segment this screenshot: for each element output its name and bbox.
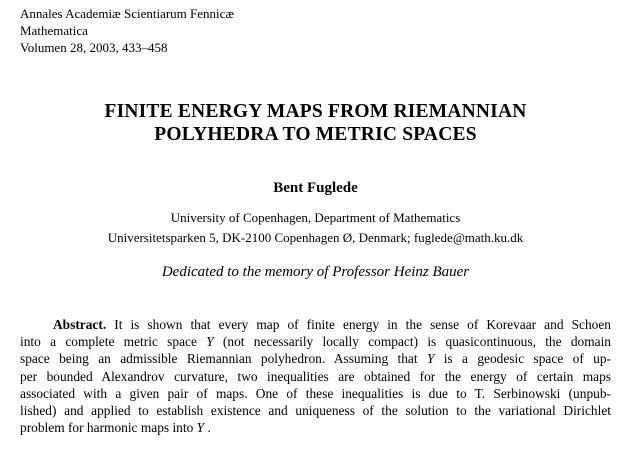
author-name: Bent Fuglede (273, 180, 358, 196)
journal-header: Annales Academiæ Scientiarum Fennicæ Mat… (20, 5, 234, 56)
abstract-line: problem for harmonic maps into Y . (20, 419, 611, 436)
title-line-1: FINITE ENERGY MAPS FROM RIEMANNIAN (104, 101, 527, 122)
abstract-line: per bounded Alexandrov curvature, two in… (20, 368, 611, 384)
abstract-line: space being an admissible Riemannian pol… (20, 350, 611, 367)
dedication: Dedicated to the memory of Professor Hei… (161, 264, 470, 280)
abstract-label: Abstract. (53, 317, 107, 332)
math-symbol: Y (426, 351, 435, 367)
math-symbol: Y (196, 420, 205, 436)
abstract-text: into a complete metric space (20, 334, 207, 350)
abstract-line: associated with a given pair of maps. On… (20, 385, 611, 401)
affiliation-line-2: Universitetsparken 5, DK-2100 Copenhagen… (107, 230, 524, 245)
abstract-line: Abstract. It is shown that every map of … (20, 316, 611, 333)
title-line-2: POLYHEDRA TO METRIC SPACES (154, 124, 477, 145)
abstract-text: . (204, 420, 211, 436)
abstract-line: into a complete metric space Y (not nece… (20, 333, 611, 350)
paper-title: FINITE ENERGY MAPS FROM RIEMANNIAN POLYH… (0, 100, 631, 146)
affiliation-line-1: University of Copenhagen, Department of … (170, 210, 461, 225)
affiliation: University of Copenhagen, Department of … (0, 208, 631, 248)
abstract-text: problem for harmonic maps into (20, 420, 197, 436)
abstract-text: (not necessarily locally compact) is qua… (213, 334, 612, 350)
journal-volume: Volumen 28, 2003, 433–458 (20, 40, 168, 55)
abstract-text: is a geodesic space of up- (434, 351, 611, 367)
abstract-text: It is shown that every map of finite ene… (106, 317, 611, 332)
abstract: Abstract. It is shown that every map of … (20, 316, 611, 436)
journal-series: Mathematica (20, 23, 88, 38)
journal-name: Annales Academiæ Scientiarum Fennicæ (20, 6, 235, 21)
abstract-line: lished) and applied to establish existen… (20, 403, 611, 419)
math-symbol: Y (206, 334, 214, 350)
abstract-text: space being an admissible Riemannian pol… (20, 351, 427, 367)
